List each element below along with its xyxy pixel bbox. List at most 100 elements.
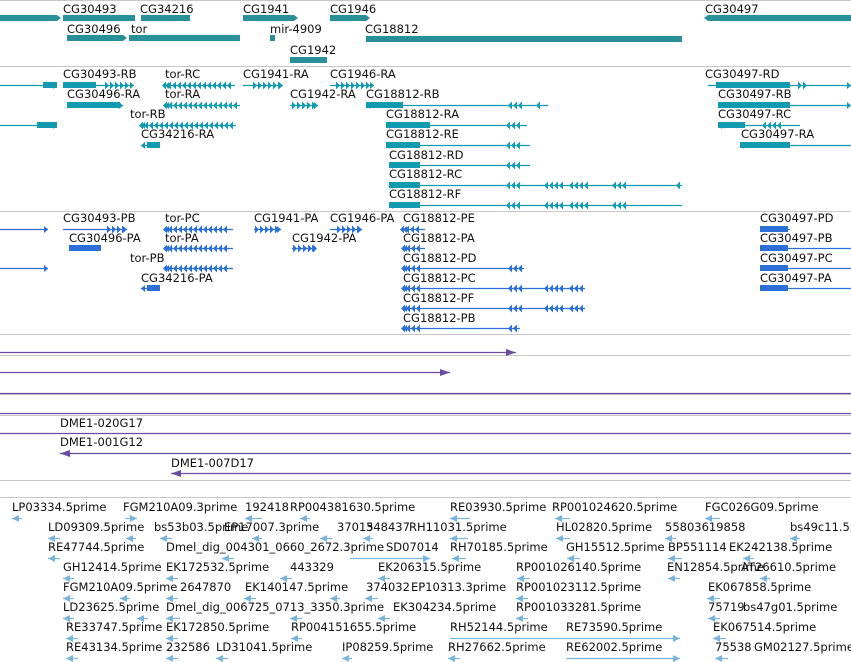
est-feature[interactable] <box>516 595 528 602</box>
feature-label-hl02820-5prime[interactable]: HL02820.5prime <box>556 520 652 534</box>
est-feature[interactable] <box>63 595 74 602</box>
feature-label-232586[interactable]: 232586 <box>166 640 210 654</box>
feature-label-cg1946-ra[interactable]: CG1946-RA <box>330 67 396 81</box>
feature-label-ld31041-5prime[interactable]: LD31041.5prime <box>216 640 312 654</box>
est-feature[interactable] <box>448 655 460 662</box>
transcript-model[interactable] <box>330 81 374 90</box>
est-feature[interactable] <box>166 595 178 602</box>
feature-label-rp001026140-5prime[interactable]: RP001026140.5prime <box>516 560 641 574</box>
feature-label-cg18812-pf[interactable]: CG18812-PF <box>403 291 474 305</box>
feature-label-lp03334-5prime[interactable]: LP03334.5prime <box>12 500 106 514</box>
est-feature[interactable] <box>222 555 234 562</box>
feature-label-443329[interactable]: 443329 <box>290 560 334 574</box>
feature-label-tor-rb[interactable]: tor-RB <box>130 107 166 121</box>
feature-label-gh12414-5prime[interactable]: GH12414.5prime <box>63 560 162 574</box>
feature-label-cg1942[interactable]: CG1942 <box>290 43 336 57</box>
transcript-model[interactable] <box>740 142 851 149</box>
feature-label-gm02127-5prime[interactable]: GM02127.5prime <box>754 640 851 654</box>
protein-model[interactable] <box>401 284 585 293</box>
feature-label-at26610-5prime[interactable]: AT26610.5prime <box>741 560 836 574</box>
est-feature[interactable] <box>743 555 754 562</box>
transcript-model[interactable] <box>63 81 134 90</box>
protein-model[interactable] <box>400 225 425 234</box>
feature-label-rh70185-5prime[interactable]: RH70185.5prime <box>450 540 548 554</box>
transcript-model[interactable] <box>389 161 530 170</box>
feature-label-re73590-5prime[interactable]: RE73590.5prime <box>566 620 662 634</box>
feature-label-cg34216[interactable]: CG34216 <box>140 2 194 16</box>
est-feature[interactable] <box>760 575 770 582</box>
est-feature[interactable] <box>252 535 262 542</box>
feature-label-cg30497-rd[interactable]: CG30497-RD <box>705 67 780 81</box>
est-feature[interactable] <box>126 535 136 542</box>
feature-label-rp001024620-5prime[interactable]: RP001024620.5prime <box>552 500 677 514</box>
est-feature[interactable] <box>216 655 228 662</box>
feature-label-bs49c11-5prime[interactable]: bs49c11.5prime <box>790 520 851 534</box>
protein-model[interactable] <box>760 226 790 232</box>
est-feature[interactable] <box>125 515 137 522</box>
est-feature[interactable] <box>790 535 800 542</box>
feature-label-rp001033281-5prime[interactable]: RP001033281.5prime <box>516 600 641 614</box>
feature-label-75719[interactable]: 75719 <box>708 600 745 614</box>
feature-label-rh52144-5prime[interactable]: RH52144.5prime <box>450 620 548 634</box>
feature-label-cg30496[interactable]: CG30496 <box>67 22 121 36</box>
feature-label-cg30497-ra[interactable]: CG30497-RA <box>741 127 814 141</box>
protein-model[interactable] <box>0 265 48 272</box>
clone-feature[interactable] <box>171 470 851 477</box>
gene-bar[interactable] <box>366 36 682 42</box>
feature-label-cg18812-re[interactable]: CG18812-RE <box>386 127 459 141</box>
feature-label-tor-pc[interactable]: tor-PC <box>165 211 200 225</box>
transcript-model[interactable] <box>139 121 236 130</box>
protein-model[interactable] <box>0 226 48 233</box>
est-feature[interactable] <box>378 615 390 622</box>
feature-label-ld09309-5prime[interactable]: LD09309.5prime <box>48 520 144 534</box>
feature-label-ek206315-5prime[interactable]: EK206315.5prime <box>378 560 481 574</box>
est-feature[interactable] <box>365 595 378 602</box>
transcript-model[interactable] <box>67 102 123 109</box>
feature-label-55803619858[interactable]: 55803619858 <box>665 520 745 534</box>
feature-label-dme1-020g17[interactable]: DME1-020G17 <box>60 416 143 430</box>
feature-label-ek067858-5prime[interactable]: EK067858.5prime <box>708 580 811 594</box>
gene-bar[interactable] <box>270 35 275 41</box>
feature-label-2647870[interactable]: 2647870 <box>180 580 231 594</box>
est-feature[interactable] <box>668 575 680 582</box>
feature-label-cg1941-pa[interactable]: CG1941-PA <box>254 211 319 225</box>
feature-label-re47744-5prime[interactable]: RE47744.5prime <box>48 540 144 554</box>
protein-model[interactable] <box>401 264 524 273</box>
feature-label-cg1941[interactable]: CG1941 <box>243 2 289 16</box>
feature-label-cg18812-ra[interactable]: CG18812-RA <box>386 107 459 121</box>
feature-label-cg30497-pb[interactable]: CG30497-PB <box>760 231 833 245</box>
feature-label-cg18812-pb[interactable]: CG18812-PB <box>403 311 476 325</box>
feature-label-cg18812-rb[interactable]: CG18812-RB <box>366 87 440 101</box>
feature-label-tor-pb[interactable]: tor-PB <box>130 251 165 265</box>
transcript-model[interactable] <box>141 142 160 149</box>
feature-label-rp004151655-5prime[interactable]: RP004151655.5prime <box>291 620 416 634</box>
protein-model[interactable] <box>760 265 851 271</box>
feature-label-rh27662-5prime[interactable]: RH27662.5prime <box>448 640 546 654</box>
feature-label-cg30497-pd[interactable]: CG30497-PD <box>760 211 834 225</box>
transcript-model[interactable] <box>386 121 527 130</box>
est-feature[interactable] <box>66 655 78 662</box>
protein-model[interactable] <box>163 225 233 234</box>
gene-bar[interactable] <box>63 15 135 21</box>
protein-model[interactable] <box>760 285 851 291</box>
est-feature[interactable] <box>280 575 292 582</box>
est-feature[interactable] <box>708 615 720 622</box>
feature-label-37015[interactable]: 37015 <box>337 520 374 534</box>
est-feature[interactable] <box>48 535 60 542</box>
feature-label-ep10313-3prime[interactable]: EP10313.3prime <box>411 580 506 594</box>
feature-label-ek172850-5prime[interactable]: EK172850.5prime <box>166 620 269 634</box>
gene-bar[interactable] <box>67 35 127 41</box>
est-feature[interactable] <box>166 575 178 582</box>
transcript-model[interactable] <box>386 141 530 150</box>
feature-label-re43134-5prime[interactable]: RE43134.5prime <box>66 640 162 654</box>
feature-label-gh15512-5prime[interactable]: GH15512.5prime <box>566 540 665 554</box>
est-feature[interactable] <box>63 615 74 622</box>
gene-bar[interactable] <box>141 15 190 21</box>
feature-label-ek140147-5prime[interactable]: EK140147.5prime <box>245 580 348 594</box>
est-feature[interactable] <box>166 655 178 662</box>
est-feature[interactable] <box>555 515 570 522</box>
transcript-model[interactable] <box>243 81 283 90</box>
feature-label-fgm210a09-3prime[interactable]: FGM210A09.3prime <box>123 500 237 514</box>
feature-label-cg30493[interactable]: CG30493 <box>63 2 117 16</box>
protein-model[interactable] <box>69 245 101 251</box>
